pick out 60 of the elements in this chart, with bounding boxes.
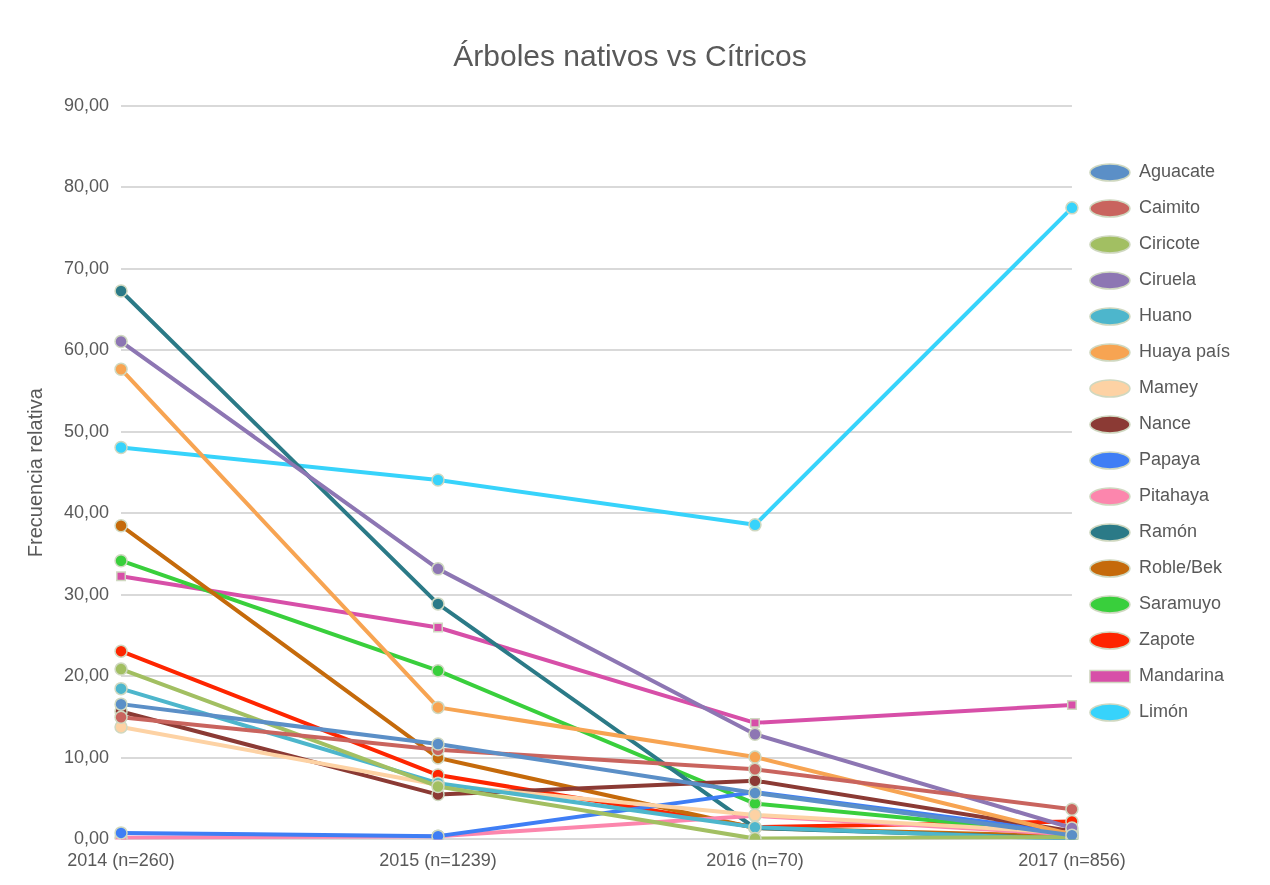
point [748,762,762,777]
point [114,440,128,455]
legend-label: Aguacate [1138,161,1216,182]
legend-label: Saramuyo [1138,593,1221,614]
x-tick-label: 2016 (n=70) [706,850,804,871]
legend-label: Ciruela [1138,269,1197,290]
legend-label: Ciricote [1138,233,1200,254]
y-axis-title: Frecuencia relativa [23,387,46,558]
point [748,727,762,742]
legend-label: Mamey [1138,377,1198,398]
x-tick-label: 2014 (n=260) [67,850,175,871]
y-tick-label: 60,00 [64,339,110,360]
point [431,562,445,576]
point [1065,201,1079,215]
point [114,553,128,568]
y-tick-label: 30,00 [64,583,110,604]
y-tick-label: 50,00 [64,420,110,441]
point [114,334,128,349]
legend-label: Limón [1138,701,1188,722]
legend-label: Papaya [1138,449,1201,470]
legend-label: Huaya país [1138,341,1231,362]
x-tick-label: 2015 (n=1239) [379,850,497,871]
point [114,710,128,724]
legend-label: Nance [1138,413,1191,434]
point [114,518,128,533]
legend-label: Zapote [1138,629,1195,650]
point [1066,699,1077,710]
legend-label: Huano [1138,305,1192,326]
point [114,362,128,376]
chart-title: Árboles nativos vs Cítricos [453,39,807,73]
point [114,826,128,840]
y-tick-label: 10,00 [64,746,110,767]
legend-label: Caimito [1138,197,1200,218]
point [116,571,127,582]
legend-label: Pitahaya [1138,485,1210,506]
point [431,597,445,611]
y-tick-label: 40,00 [64,502,110,523]
point [114,644,128,658]
y-tick-label: 70,00 [64,257,110,278]
point [114,697,128,711]
legend-label: Ramón [1138,521,1197,542]
point [114,284,128,298]
point [749,717,760,728]
point [431,473,445,487]
point [433,622,443,633]
point [114,662,128,676]
point [431,737,445,751]
point [1065,802,1079,816]
y-tick-label: 80,00 [64,176,110,197]
y-tick-label: 90,00 [64,94,110,115]
legend-label: Roble/Bek [1138,557,1223,578]
point [748,750,762,764]
point [748,518,762,532]
point [114,681,128,696]
legend-label: Mandarina [1138,665,1225,686]
point [431,663,445,678]
x-tick-label: 2017 (n=856) [1018,850,1126,871]
y-tick-label: 20,00 [64,665,110,686]
y-tick-label: 0,00 [74,828,110,849]
point [431,700,445,715]
